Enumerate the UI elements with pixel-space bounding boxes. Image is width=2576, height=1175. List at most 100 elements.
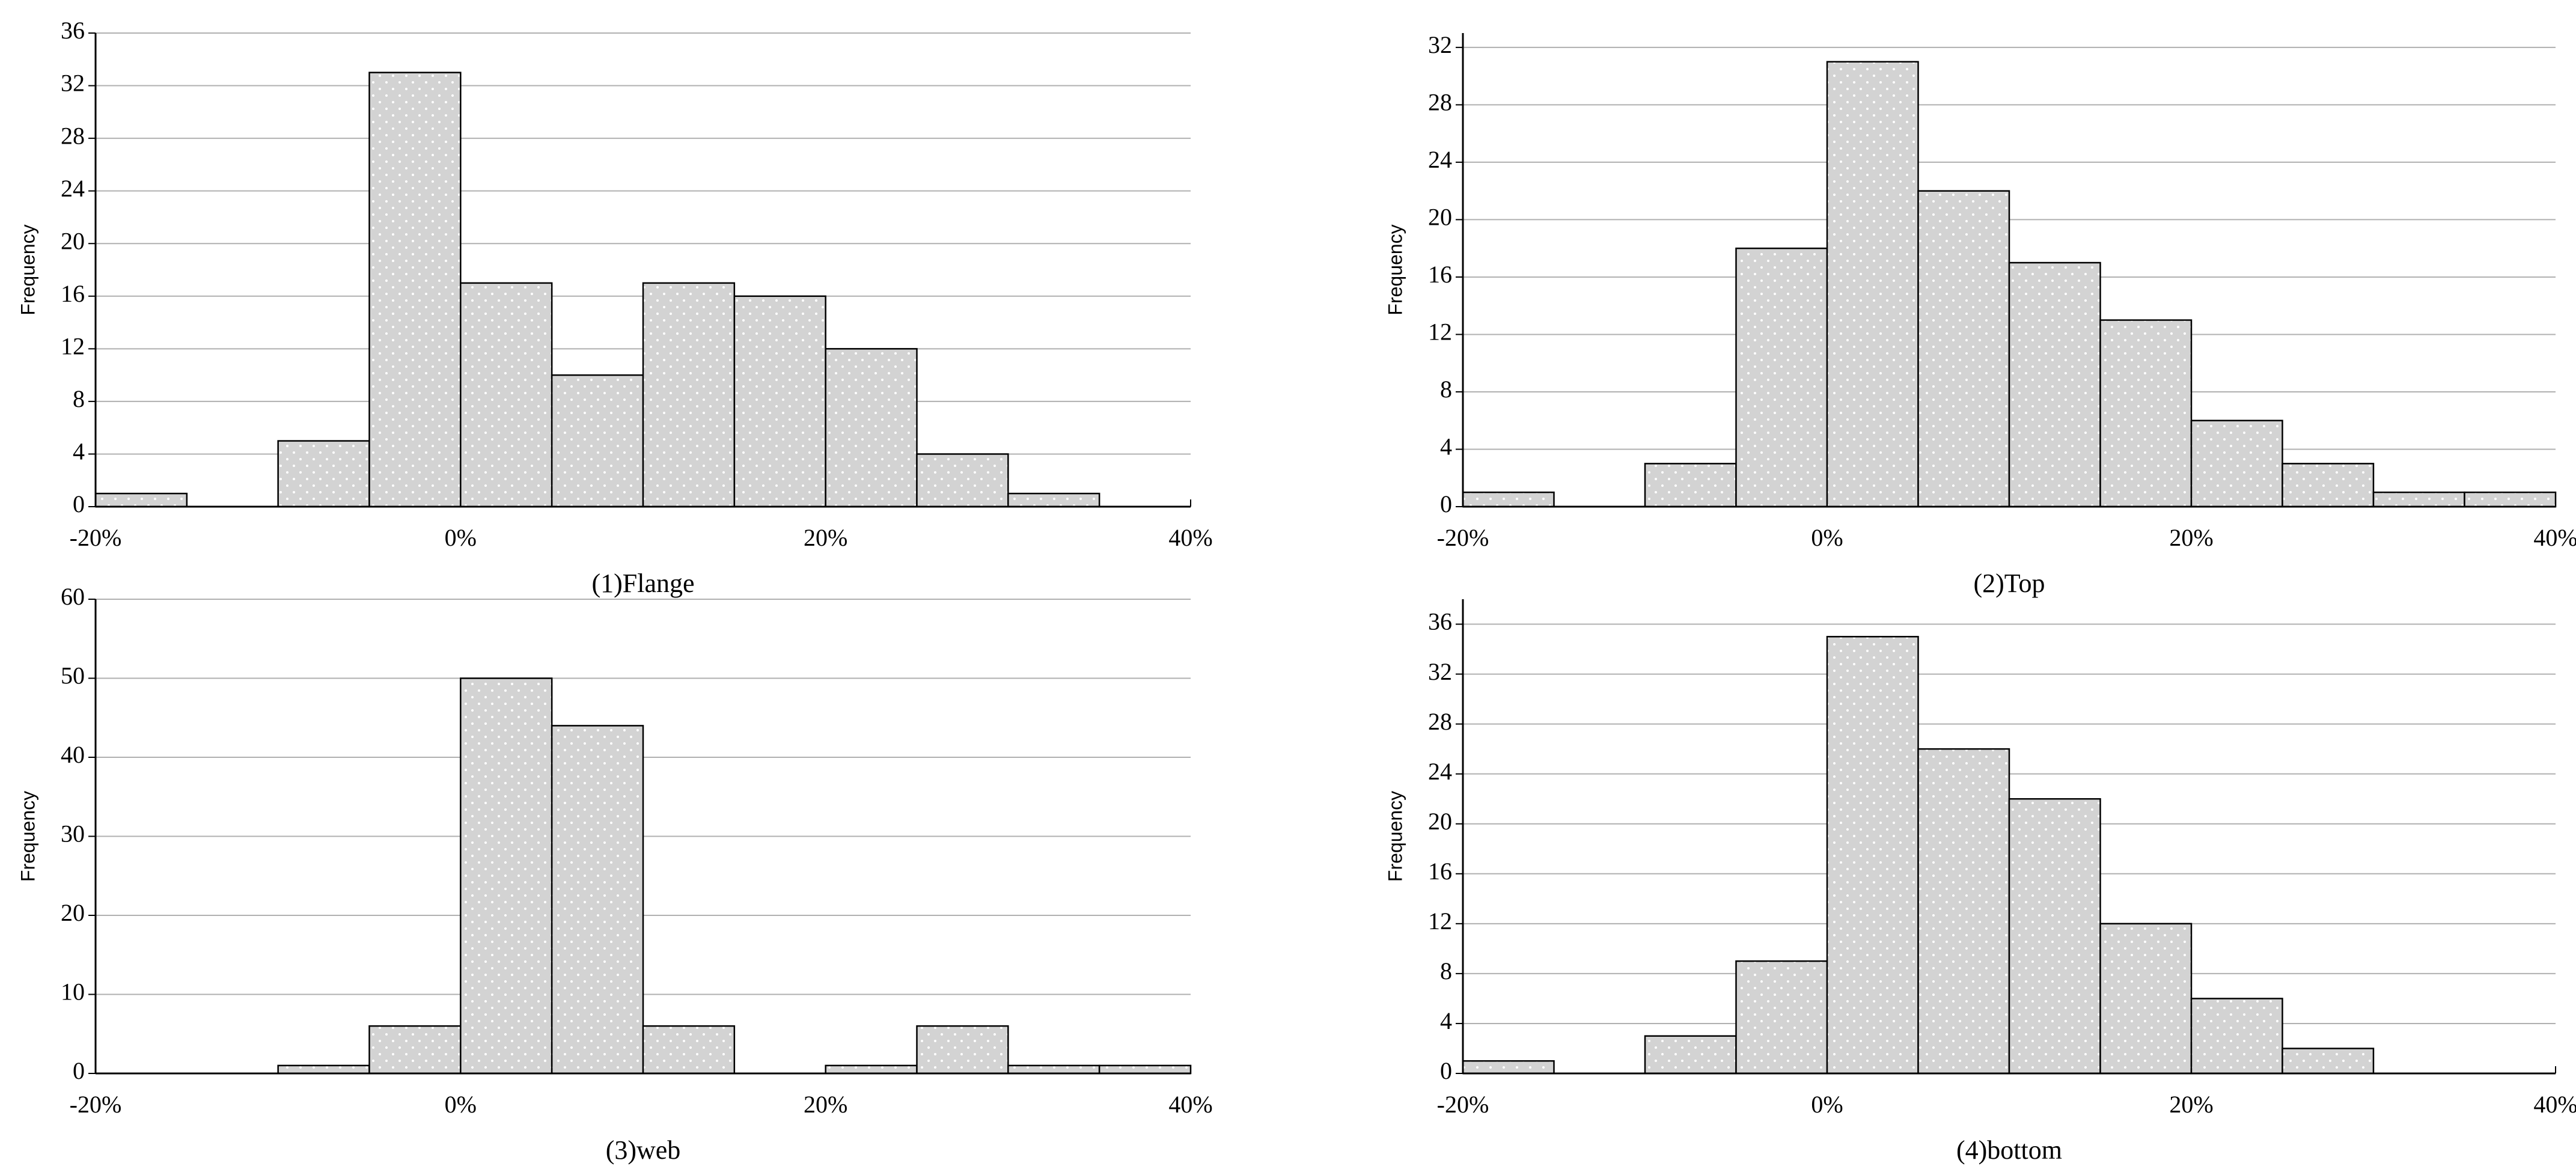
x-axis-label: (4)bottom — [1956, 1135, 2062, 1165]
y-tick-label: 24 — [61, 175, 85, 202]
bar — [1826, 636, 1919, 1075]
bar — [2099, 319, 2193, 508]
bar — [460, 677, 553, 1075]
bar — [277, 440, 370, 508]
bar — [368, 72, 462, 508]
y-tick-label: 12 — [1428, 319, 1452, 346]
x-tick-label: 20% — [804, 524, 847, 551]
y-tick-label: 24 — [1428, 758, 1452, 785]
x-tick-label: -20% — [1437, 1091, 1489, 1118]
bar — [2190, 998, 2283, 1075]
x-tick-label: -20% — [70, 1091, 122, 1118]
y-tick-label: 32 — [1428, 658, 1452, 685]
y-tick-label: 60 — [61, 583, 85, 610]
y-tick-label: 28 — [61, 122, 85, 149]
x-tick-label: 0% — [445, 524, 477, 551]
bar — [94, 492, 188, 508]
y-axis-label: Frequency — [17, 224, 38, 315]
bar — [1007, 1064, 1100, 1075]
y-tick-label: 20 — [1428, 204, 1452, 231]
y-tick-label: 0 — [73, 1057, 85, 1084]
x-tick-label: 20% — [2169, 524, 2213, 551]
bar — [277, 1064, 370, 1075]
x-tick-label: 40% — [1168, 1091, 1212, 1118]
bar — [916, 453, 1009, 508]
bar — [368, 1025, 462, 1075]
bar — [916, 1025, 1009, 1075]
bar — [2464, 491, 2557, 508]
bar — [1007, 492, 1100, 508]
x-tick-label: 0% — [1811, 524, 1843, 551]
y-tick-label: 0 — [73, 490, 85, 517]
y-tick-label: 4 — [1440, 1007, 1452, 1034]
x-tick-label: 40% — [2533, 524, 2576, 551]
bar — [2372, 491, 2465, 508]
y-axis-label: Frequency — [17, 791, 38, 882]
bar — [2008, 798, 2101, 1075]
bar — [642, 282, 736, 508]
y-tick-label: 28 — [1428, 708, 1452, 735]
x-axis-label: (1)Flange — [591, 569, 694, 598]
y-tick-label: 12 — [61, 333, 85, 360]
bar — [2281, 1048, 2375, 1075]
y-tick-label: 4 — [73, 438, 85, 465]
x-tick-label: 40% — [2533, 1091, 2576, 1118]
y-tick-label: 16 — [61, 280, 85, 307]
y-tick-label: 30 — [61, 820, 85, 847]
bar — [460, 282, 553, 508]
bar — [551, 374, 644, 508]
y-tick-label: 8 — [1440, 957, 1452, 984]
x-tick-label: -20% — [1437, 524, 1489, 551]
y-tick-label: 32 — [61, 70, 85, 97]
y-tick-label: 0 — [1440, 490, 1452, 517]
y-tick-label: 36 — [1428, 608, 1452, 635]
y-tick-label: 20 — [61, 899, 85, 926]
y-tick-label: 0 — [1440, 1057, 1452, 1084]
y-tick-label: 12 — [1428, 908, 1452, 935]
y-tick-label: 50 — [61, 662, 85, 689]
bar — [2281, 463, 2375, 508]
y-tick-label: 36 — [61, 17, 85, 44]
y-tick-label: 20 — [61, 227, 85, 254]
bar — [1917, 748, 2010, 1075]
y-tick-label: 16 — [1428, 261, 1452, 288]
bar — [2008, 261, 2101, 508]
y-tick-label: 16 — [1428, 858, 1452, 885]
y-tick-label: 32 — [1428, 31, 1452, 58]
y-tick-label: 8 — [73, 385, 85, 412]
y-tick-label: 8 — [1440, 376, 1452, 403]
y-tick-label: 10 — [61, 978, 85, 1006]
bar — [1644, 463, 1737, 508]
y-tick-label: 28 — [1428, 89, 1452, 116]
x-tick-label: 0% — [445, 1091, 477, 1118]
x-tick-label: 20% — [804, 1091, 847, 1118]
x-axis-label: (3)web — [606, 1135, 681, 1165]
bar — [2099, 923, 2193, 1075]
bar — [733, 295, 826, 508]
y-tick-label: 4 — [1440, 433, 1452, 460]
bar — [1462, 1060, 1555, 1075]
bar — [1826, 61, 1919, 508]
bar — [1735, 960, 1828, 1075]
x-axis-label: (2)Top — [1973, 569, 2045, 598]
bar — [1917, 190, 2010, 508]
bar — [1644, 1035, 1737, 1075]
y-tick-label: 40 — [61, 741, 85, 768]
y-tick-label: 24 — [1428, 146, 1452, 173]
bar — [1462, 491, 1555, 508]
y-axis-label: Frequency — [1384, 791, 1406, 882]
bar — [1098, 1064, 1192, 1075]
bar — [642, 1025, 736, 1075]
x-tick-label: 0% — [1811, 1091, 1843, 1118]
x-tick-label: -20% — [70, 524, 122, 551]
bar — [2190, 420, 2283, 508]
y-tick-label: 20 — [1428, 808, 1452, 835]
bar — [1735, 247, 1828, 508]
y-axis-label: Frequency — [1384, 224, 1406, 315]
bar — [825, 348, 918, 508]
x-tick-label: 40% — [1168, 524, 1212, 551]
x-tick-label: 20% — [2169, 1091, 2213, 1118]
bar — [825, 1064, 918, 1075]
bar — [551, 725, 644, 1075]
